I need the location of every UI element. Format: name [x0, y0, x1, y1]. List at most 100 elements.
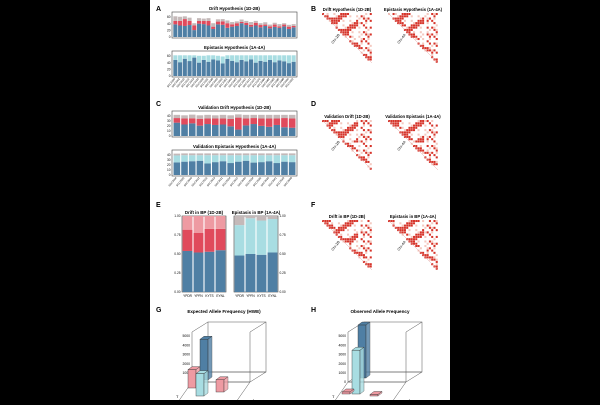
f2-cell: [424, 240, 427, 243]
b2-cell: [403, 19, 406, 22]
b1-cell: [360, 38, 363, 41]
b1-cell: [362, 31, 365, 34]
c2-ytick: 10: [167, 168, 171, 172]
a2-xtick: SCC1051: [218, 77, 229, 89]
d2-cell: [408, 126, 411, 129]
d2-cell: [426, 145, 429, 148]
c2-bar-grey: [211, 153, 219, 156]
d1-cell: [362, 135, 365, 138]
g-back-wall: [207, 321, 267, 373]
f1-cell: [369, 235, 372, 238]
b2-cell: [413, 26, 416, 29]
c2-xtick: SCC2036: [252, 176, 263, 188]
b1-cell: [335, 19, 338, 22]
a2-bar-lightblue: [234, 55, 239, 63]
b1-cell: [369, 19, 372, 22]
d1-cell: [335, 131, 338, 134]
a1-bar-grey: [173, 16, 178, 21]
b1-cell: [367, 38, 370, 41]
b1-cell: [358, 17, 361, 20]
a2-xtick: SCC1038: [204, 77, 215, 89]
d2-cell: [422, 149, 425, 152]
d2-cell: [417, 133, 420, 136]
d2-cell: [435, 156, 438, 159]
f2-cell: [419, 231, 422, 234]
f1-cell: [349, 238, 352, 241]
a1-bar-grey: [206, 18, 211, 21]
c2-xtick: SCC2034: [244, 176, 255, 188]
b2-cell: [426, 33, 429, 36]
f2-cell: [408, 224, 411, 227]
a1-bar-red: [230, 24, 235, 27]
f1-cell: [365, 242, 368, 245]
d1-cell: [331, 120, 334, 123]
a2-bar-lightblue: [225, 55, 230, 59]
f2-cell: [403, 224, 406, 227]
d2-cell: [431, 160, 434, 163]
d1-cell: [349, 145, 352, 148]
a2-bar-lightblue: [263, 55, 268, 62]
e2-xtick: KYTS: [257, 294, 265, 298]
a2-bar-lightblue: [206, 55, 211, 62]
a2-bar-lightblue: [187, 55, 192, 62]
f1-cell: [367, 233, 370, 236]
a1-bar-red: [220, 21, 225, 25]
f1-cell: [362, 256, 365, 259]
panel-letter-f: F: [311, 202, 316, 209]
d2-cell: [390, 120, 393, 123]
e2-bar-lightblue: [234, 225, 245, 256]
f1-chr-label: Chr-2B: [331, 240, 342, 252]
c2-xtick: SCC2021: [213, 176, 224, 188]
c1-bar-blue: [227, 126, 234, 136]
c1-bar-red: [258, 118, 265, 126]
b1-cell: [347, 28, 350, 31]
d2-cell: [419, 140, 422, 143]
b2-cell: [433, 26, 436, 29]
f1-cell: [333, 226, 336, 229]
a2-bar-lightblue: [178, 55, 183, 63]
b1-cell: [356, 15, 359, 18]
f1-cell: [344, 222, 347, 225]
d2-cell: [399, 120, 402, 123]
a2-bar-blue: [178, 62, 183, 76]
c1-ytick: 0: [169, 134, 171, 138]
a1-bar-grey: [244, 20, 249, 23]
d1-cell: [367, 147, 370, 150]
b2-cell: [419, 35, 422, 38]
c1-bar-red: [265, 118, 273, 127]
d1-cell: [360, 126, 363, 129]
b1-cell: [365, 17, 368, 20]
f2-cell: [433, 247, 436, 250]
f2-cell: [433, 258, 436, 261]
d2-cell: [394, 124, 397, 127]
b1-cell: [360, 22, 363, 25]
h-ztick: 2000: [338, 362, 346, 366]
f1-cell: [369, 229, 372, 232]
f1-cell: [347, 238, 350, 241]
d2-cell: [417, 140, 420, 143]
f2-cell: [417, 220, 420, 223]
a1-bar-blue: [206, 25, 211, 37]
b2-cell: [431, 19, 434, 22]
c1-bar-blue: [219, 124, 227, 136]
b1-cell: [369, 51, 372, 54]
b1-cell: [360, 47, 363, 50]
c2-bar-grey: [265, 153, 273, 156]
d1-cell: [369, 151, 372, 154]
a2-xtick: SCC1085: [270, 77, 281, 89]
f2-cell: [408, 229, 411, 232]
f1-cell: [349, 242, 352, 245]
b1-cell: [342, 31, 345, 34]
d2-cell: [433, 160, 436, 163]
a2-xtick: SCC1015: [175, 77, 186, 89]
f1-cell: [333, 229, 336, 232]
c2-xtick: SCC2005: [175, 176, 186, 188]
c2-xtick: SCC2004: [167, 176, 178, 188]
b2-cell: [410, 15, 413, 18]
b1-cell: [326, 13, 329, 16]
b1-cell: [340, 13, 343, 16]
b1-cell: [349, 19, 352, 22]
e1-bar-blue: [182, 250, 193, 292]
b1-cell: [331, 17, 334, 20]
f2-cell: [428, 233, 431, 236]
